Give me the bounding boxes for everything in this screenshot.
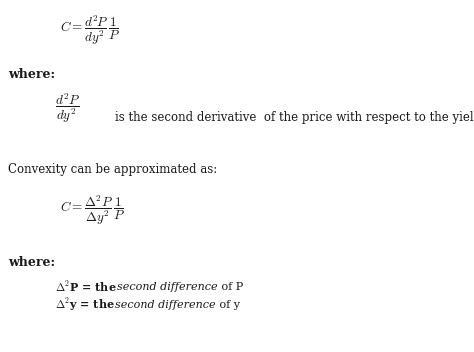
Text: second difference: second difference <box>115 300 216 310</box>
Text: of y: of y <box>216 300 240 310</box>
Text: $\Delta^2$P = the: $\Delta^2$P = the <box>55 280 117 294</box>
Text: $C = \dfrac{d^2\!P}{dy^2}\,\dfrac{1}{P}$: $C = \dfrac{d^2\!P}{dy^2}\,\dfrac{1}{P}$ <box>60 13 120 47</box>
Text: $\Delta^2$y = the: $\Delta^2$y = the <box>55 297 115 313</box>
Text: where:: where: <box>8 69 55 82</box>
Text: $C = \dfrac{\Delta^2 P}{\Delta y^2}\,\dfrac{1}{P}$: $C = \dfrac{\Delta^2 P}{\Delta y^2}\,\df… <box>60 193 125 227</box>
Text: second difference: second difference <box>117 282 218 292</box>
Text: is the second derivative  of the price with respect to the yield.: is the second derivative of the price wi… <box>115 112 474 125</box>
Text: where:: where: <box>8 256 55 269</box>
Text: $\dfrac{d^2P}{dy^2}$: $\dfrac{d^2P}{dy^2}$ <box>55 91 81 125</box>
Text: Convexity can be approximated as:: Convexity can be approximated as: <box>8 163 217 176</box>
Text: of P: of P <box>218 282 243 292</box>
